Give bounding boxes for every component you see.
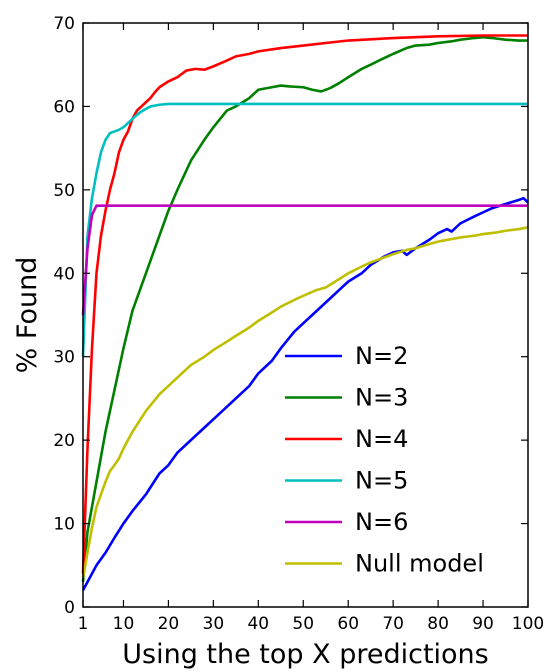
x-axis-title: Using the top X predictions — [122, 639, 489, 670]
legend-label: N=5 — [355, 467, 408, 495]
y-tick-label: 60 — [53, 97, 75, 117]
y-tick-label: 20 — [53, 431, 75, 451]
x-tick-label: 20 — [158, 614, 180, 634]
y-tick-label: 70 — [53, 14, 75, 34]
x-tick-label: 70 — [382, 614, 404, 634]
legend-label: N=4 — [355, 425, 408, 453]
series-line-4 — [81, 102, 528, 357]
y-tick-label: 40 — [53, 264, 75, 284]
ticks-layer: 1 10 20 30 40 50 60 70 80 90 100 0 10 20 30 40 50 60 70 — [53, 14, 544, 634]
plot-frame — [82, 22, 529, 608]
series-line-3 — [81, 34, 528, 574]
legend-label: N=6 — [355, 508, 408, 536]
x-tick-label: 50 — [292, 614, 314, 634]
axes-layer — [82, 22, 529, 608]
x-tick-label: 100 — [512, 614, 544, 634]
series-line-6 — [81, 226, 529, 579]
series-layer — [81, 34, 529, 591]
x-tick-label: 60 — [337, 614, 359, 634]
series-line-5 — [81, 204, 528, 316]
x-tick-label: 90 — [472, 614, 494, 634]
series-line-2 — [81, 35, 528, 583]
legend-label: Null model — [355, 550, 484, 578]
legend: N=2 N=3 N=4 N=5 N=6 Null model — [285, 342, 484, 578]
y-tick-label: 0 — [64, 598, 75, 618]
x-tick-label: 30 — [203, 614, 225, 634]
x-tick-label: 10 — [113, 614, 135, 634]
y-tick-label: 10 — [53, 515, 75, 535]
legend-label: N=2 — [355, 342, 408, 370]
y-axis-title: % Found — [12, 257, 43, 374]
series-line-1 — [81, 196, 529, 591]
y-tick-label: 30 — [53, 348, 75, 368]
x-tick-label: 40 — [247, 614, 269, 634]
legend-label: N=3 — [355, 384, 408, 412]
y-tick-label: 50 — [53, 181, 75, 201]
x-tick-label: 80 — [427, 614, 449, 634]
x-tick-label: 1 — [78, 614, 89, 634]
